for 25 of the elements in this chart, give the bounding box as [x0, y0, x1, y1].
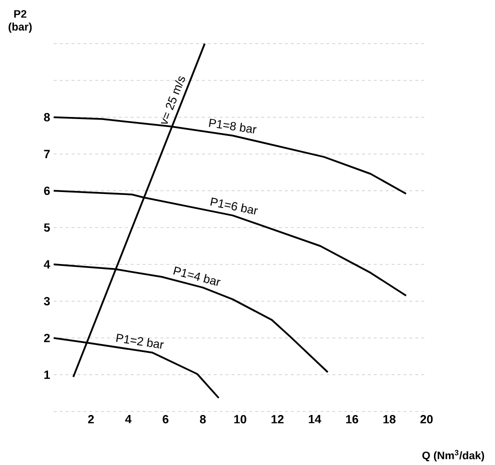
x-tick-label: 12	[272, 415, 284, 424]
x-tick-label: 20	[420, 415, 433, 424]
x-axis-title: Q (Nm$^{3}$/dak)	[422, 450, 484, 462]
x-tick-label: 18	[383, 415, 396, 424]
y-tick-label: 6	[44, 186, 50, 196]
x-tick-label: 16	[346, 415, 358, 424]
y-tick-label: 7	[44, 150, 50, 158]
text: P1=8 bar	[208, 118, 257, 134]
text: P1=6 bar	[210, 198, 258, 215]
x-tick-label: 4	[125, 415, 132, 424]
y-tick-label: 8	[44, 113, 50, 122]
text: v= 25 m/s	[160, 76, 185, 124]
x-tick-label: 2	[88, 415, 94, 424]
x-tick-label: 8	[200, 415, 206, 424]
y-tick-label: 5	[44, 224, 50, 232]
y-tick-label: 4	[44, 260, 50, 269]
x-tick-label: 10	[234, 415, 246, 424]
text: P1=4 bar	[173, 266, 221, 286]
x-tick-label: 14	[308, 415, 322, 424]
y-tick-label: 3	[44, 297, 50, 306]
y-tick-label: 2	[44, 334, 50, 342]
y-axis-title: P2 (bar)	[8, 10, 32, 33]
x-tick-label: 6	[162, 415, 168, 424]
text: P1=2 bar	[116, 334, 164, 349]
y-tick-label: 1	[44, 370, 50, 379]
